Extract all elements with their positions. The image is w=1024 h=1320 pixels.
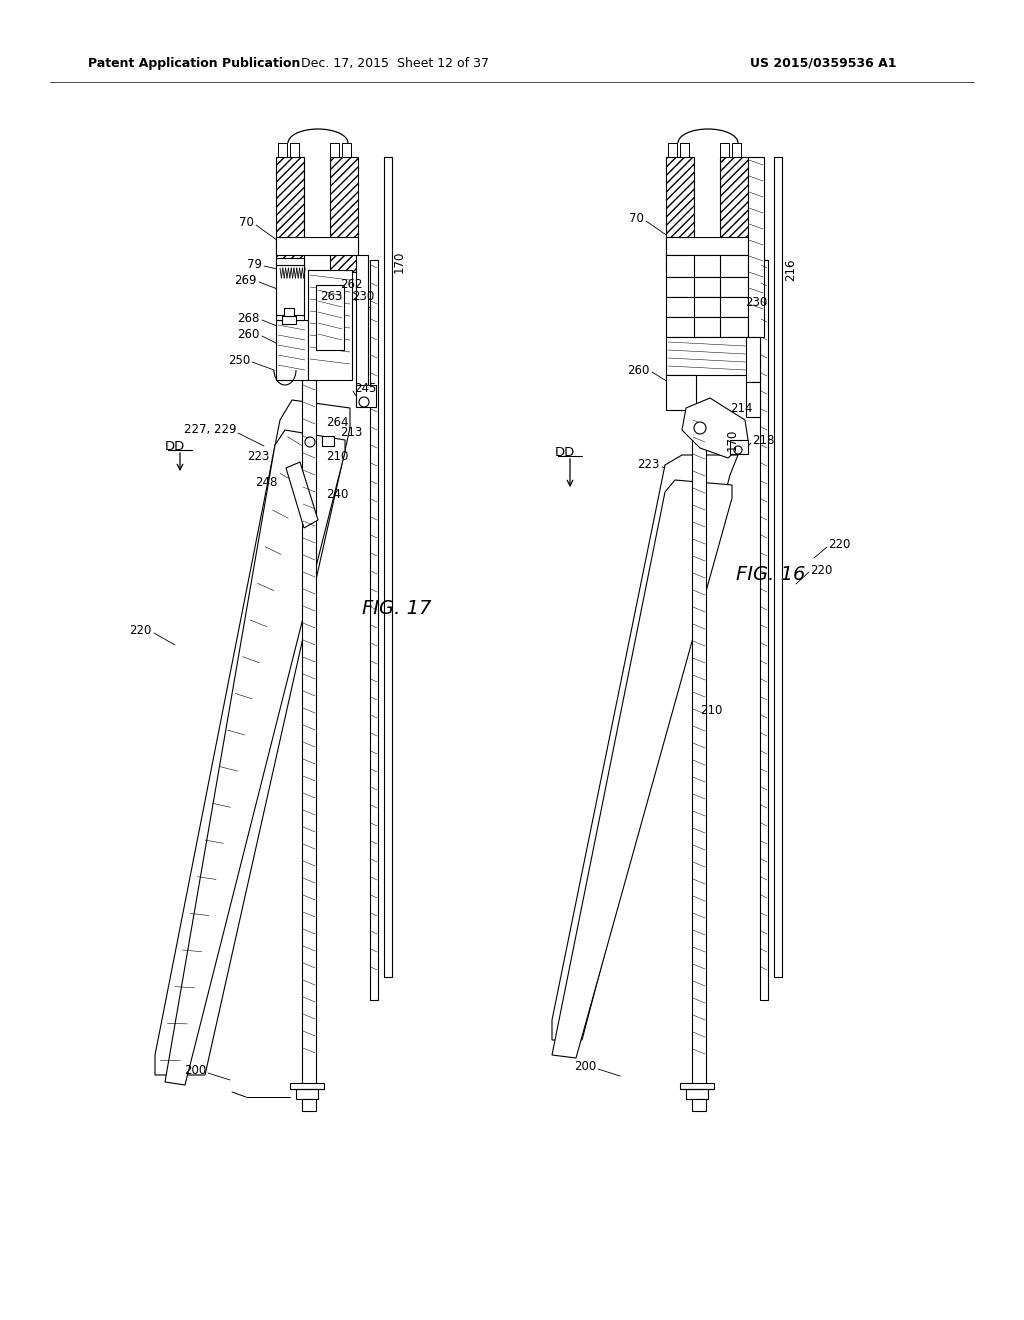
Text: 230: 230: [745, 296, 767, 309]
Bar: [276, 257, 304, 319]
Bar: [692, 414, 706, 1085]
Bar: [276, 319, 308, 380]
Bar: [692, 1100, 706, 1111]
Text: 263: 263: [319, 289, 342, 302]
Text: 214: 214: [730, 401, 753, 414]
Bar: [284, 308, 294, 315]
Bar: [666, 255, 748, 277]
Bar: [774, 157, 782, 977]
Text: 220: 220: [130, 623, 152, 636]
Text: 260: 260: [628, 363, 650, 376]
Bar: [304, 157, 330, 238]
Text: 264: 264: [326, 416, 348, 429]
Text: 216: 216: [784, 259, 797, 281]
Text: 170: 170: [726, 429, 739, 451]
Bar: [370, 260, 378, 1001]
Text: FIG. 16: FIG. 16: [736, 565, 805, 583]
Bar: [296, 1085, 318, 1100]
Bar: [694, 157, 720, 238]
Text: 262: 262: [340, 277, 362, 290]
Bar: [732, 143, 741, 157]
Bar: [302, 1100, 316, 1111]
Text: FIG. 17: FIG. 17: [362, 598, 431, 618]
Text: 213: 213: [340, 425, 362, 438]
Bar: [308, 271, 352, 380]
Bar: [290, 1082, 324, 1089]
Text: 250: 250: [227, 354, 250, 367]
Bar: [666, 317, 748, 337]
Text: 223: 223: [638, 458, 660, 471]
Polygon shape: [286, 462, 318, 528]
Text: DD: DD: [165, 440, 185, 453]
Bar: [720, 157, 748, 272]
Bar: [330, 143, 339, 157]
Bar: [302, 380, 316, 1085]
Text: 227, 229: 227, 229: [183, 424, 236, 437]
Polygon shape: [682, 399, 748, 458]
Bar: [290, 143, 299, 157]
Text: 200: 200: [183, 1064, 206, 1077]
Text: Dec. 17, 2015  Sheet 12 of 37: Dec. 17, 2015 Sheet 12 of 37: [301, 57, 489, 70]
Bar: [720, 143, 729, 157]
Polygon shape: [165, 430, 345, 1085]
Bar: [276, 238, 358, 255]
Bar: [666, 277, 748, 297]
Bar: [276, 157, 304, 272]
Circle shape: [734, 446, 742, 454]
Bar: [330, 157, 358, 272]
Text: 70: 70: [240, 215, 254, 228]
Polygon shape: [552, 455, 738, 1040]
Text: 79: 79: [247, 257, 262, 271]
Text: 70: 70: [629, 211, 644, 224]
Circle shape: [359, 397, 369, 407]
Text: 210: 210: [326, 450, 348, 462]
Bar: [760, 260, 768, 1001]
Text: Patent Application Publication: Patent Application Publication: [88, 57, 300, 70]
Bar: [278, 143, 287, 157]
Bar: [666, 337, 748, 375]
Bar: [666, 238, 748, 255]
Text: 260: 260: [238, 327, 260, 341]
Text: 240: 240: [326, 487, 348, 500]
Bar: [680, 143, 689, 157]
Text: US 2015/0359536 A1: US 2015/0359536 A1: [750, 57, 896, 70]
Text: 170: 170: [393, 251, 406, 273]
Text: 248: 248: [256, 475, 278, 488]
Polygon shape: [552, 480, 732, 1059]
Text: 268: 268: [238, 312, 260, 325]
Text: 210: 210: [700, 704, 722, 717]
Bar: [384, 157, 392, 977]
Bar: [746, 381, 760, 417]
Bar: [666, 157, 694, 272]
Bar: [666, 297, 748, 317]
Bar: [316, 285, 344, 350]
Text: 220: 220: [828, 537, 850, 550]
Text: 200: 200: [573, 1060, 596, 1072]
Bar: [666, 375, 696, 411]
Bar: [686, 1085, 708, 1100]
Circle shape: [694, 422, 706, 434]
Bar: [282, 315, 296, 323]
Bar: [356, 255, 368, 385]
Circle shape: [305, 437, 315, 447]
Bar: [746, 337, 760, 381]
Bar: [730, 440, 748, 454]
Polygon shape: [155, 400, 350, 1074]
Text: 245: 245: [354, 381, 377, 395]
Bar: [668, 143, 677, 157]
Bar: [680, 1082, 714, 1089]
Text: DD: DD: [555, 446, 575, 458]
Text: 218: 218: [752, 433, 774, 446]
Bar: [748, 157, 764, 337]
Text: 230: 230: [352, 289, 374, 302]
Text: 223: 223: [248, 450, 270, 462]
Bar: [356, 385, 376, 407]
Text: 269: 269: [234, 273, 257, 286]
Bar: [342, 143, 351, 157]
Bar: [322, 436, 334, 446]
Text: 220: 220: [810, 564, 833, 577]
